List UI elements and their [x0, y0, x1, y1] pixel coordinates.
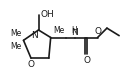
Text: OH: OH	[41, 10, 55, 19]
Text: N: N	[71, 28, 78, 37]
Text: N: N	[31, 31, 38, 40]
Text: O: O	[83, 56, 90, 65]
Text: Me: Me	[10, 42, 21, 51]
Text: O: O	[94, 27, 101, 36]
Text: H: H	[71, 26, 77, 35]
Text: O: O	[27, 60, 34, 69]
Text: Me: Me	[10, 29, 21, 38]
Text: Me: Me	[53, 26, 64, 35]
